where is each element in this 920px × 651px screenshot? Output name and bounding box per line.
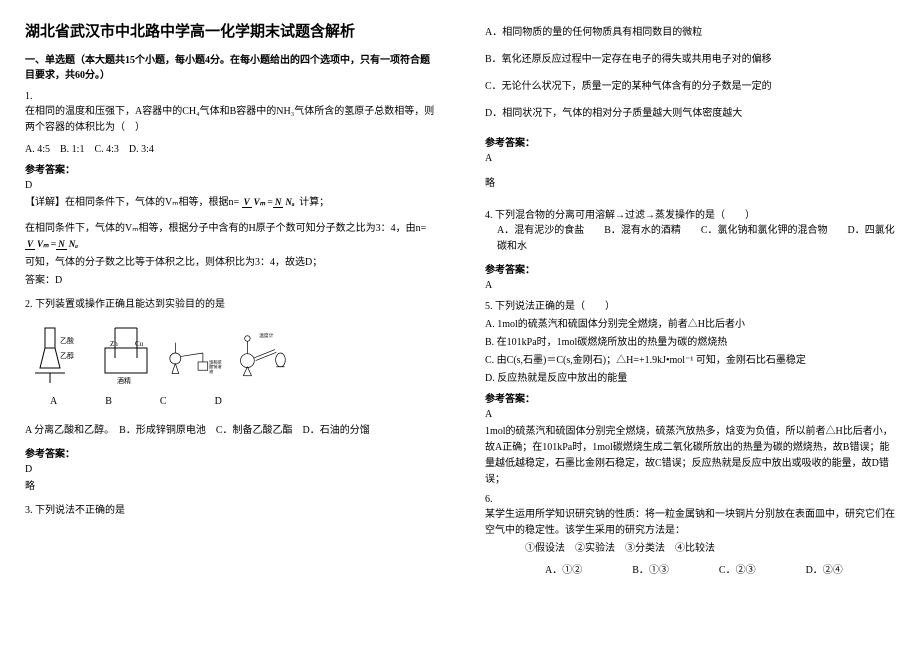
q1-explain3: 答案：D (25, 273, 435, 289)
q6-a: A．①② (545, 561, 582, 576)
label-c: C (160, 396, 167, 407)
q3-opt-a: A．相同物质的量的任何物质具有相同数目的微粒 (485, 23, 895, 38)
svg-text:Zn: Zn (110, 340, 118, 348)
q1-explain2b: 可知，气体的分子数之比等于体积之比，则体积比为3：4，故选D； (25, 255, 435, 271)
svg-text:酒精: 酒精 (117, 376, 131, 385)
q6-text: 某学生运用所学知识研究钠的性质：将一粒金属钠和一块铜片分别放在表面皿中，研究它们… (485, 507, 895, 539)
q4-answer-label: 参考答案： (485, 261, 895, 276)
left-column: 湖北省武汉市中北路中学高一化学期末试题含解析 一、单选题（本大题共15个小题，每… (0, 0, 460, 651)
q1-explain1b: 计算； (299, 197, 329, 208)
svg-text:Cu: Cu (135, 340, 144, 348)
q5-opt-a: A. 1mol的硫蒸汽和硫固体分别完全燃烧，前者△H比后者小 (485, 315, 895, 330)
apparatus-d-icon: 温度计 (235, 318, 297, 388)
q2-answer: D (25, 464, 435, 475)
fraction-icon: NNₐ (273, 198, 297, 207)
q2-answer-label: 参考答案： (25, 445, 435, 460)
q3-opt-c: C．无论什么状况下，质量一定的某种气体含有的分子数是一定的 (485, 77, 895, 92)
q3-opt-d: D．相同状况下，气体的相对分子质量越大则气体密度越大 (485, 104, 895, 119)
q1-explain1a: 【详解】在相同条件下，气体的Vₘ相等，根据n= (25, 197, 239, 208)
q6-num: 6. (485, 494, 895, 505)
q5-answer: A (485, 409, 895, 420)
section-header: 一、单选题（本大题共15个小题，每小题4分。在每小题给出的四个选项中，只有一项符… (25, 53, 435, 83)
q4-answer: A (485, 280, 895, 291)
q1-explain1: 【详解】在相同条件下，气体的Vₘ相等，根据n= VVₘ=NNₐ 计算； (25, 195, 435, 211)
q5-opt-b: B. 在101kPa时，1mol碳燃烧所放出的热量为碳的燃烧热 (485, 333, 895, 348)
q5-explain: 1mol的硫蒸汽和硫固体分别完全燃烧，硫蒸汽放热多，焓变为负值，所以前者△H比后… (485, 424, 895, 488)
q1-num: 1. (25, 91, 435, 102)
q1-explain2: 在相同条件下，气体的Vₘ相等，根据分子中含有的H原子个数可知分子数之比为3：4，… (25, 221, 435, 253)
svg-text:乙醇: 乙醇 (60, 351, 74, 360)
q1-explain2a: 在相同条件下，气体的Vₘ相等，根据分子中含有的H原子个数可知分子数之比为3：4，… (25, 223, 426, 234)
q6-opts: ①假设法 ②实验法 ③分类法 ④比较法 (525, 541, 895, 557)
q5-opt-c: C. 由C(s,石墨)＝C(s,金刚石)；△H=+1.9kJ•mol⁻¹ 可知，… (485, 351, 895, 366)
fraction-icon: VVₘ (242, 198, 268, 207)
label-d: D (215, 396, 222, 407)
q4-options: A．混有泥沙的食盐 B．混有水的酒精 C．氯化钠和氯化钾的混合物 D．四氯化碳和… (497, 223, 895, 255)
q1-options: A. 4:5 B. 1:1 C. 4:3 D. 3:4 (25, 140, 435, 155)
apparatus-b-icon: Zn Cu 酒精 (95, 318, 157, 388)
svg-text:饱和碳: 饱和碳 (209, 358, 221, 364)
q1-answer-label: 参考答案： (25, 161, 435, 176)
q3-text: 3. 下列说法不正确的是 (25, 501, 435, 516)
svg-text:乙酸: 乙酸 (60, 336, 74, 345)
fraction-icon: NNₐ (56, 240, 80, 249)
label-a: A (50, 396, 57, 407)
q6-b: B．①③ (632, 561, 669, 576)
q5-opt-d: D. 反应热就是反应中放出的能量 (485, 369, 895, 384)
q6-choice-row: A．①② B．①③ C．②③ D．②④ (545, 561, 895, 576)
q4-text: 4. 下列混合物的分离可用溶解→过滤→蒸发操作的是（ ） (485, 206, 895, 221)
q2-text: 2. 下列装置或操作正确且能达到实验目的的是 (25, 295, 435, 310)
q5-answer-label: 参考答案： (485, 390, 895, 405)
q1-answer: D (25, 180, 435, 191)
q3-opt-b: B．氧化还原反应过程中一定存在电子的得失或共用电子对的偏移 (485, 50, 895, 65)
label-b: B (105, 396, 112, 407)
q1-text: 在相同的温度和压强下，A容器中的CH₄气体和B容器中的NH₃气体所含的氢原子总数… (25, 104, 435, 136)
apparatus-a-icon: 乙酸 乙醇 (25, 318, 87, 388)
q2-note: 略 (25, 479, 435, 495)
q2-options: A 分离乙酸和乙醇。 B．形成锌铜原电池 C．制备乙酸乙酯 D．石油的分馏 (25, 423, 435, 439)
apparatus-c-icon: 饱和碳 酸钠溶 液 (165, 318, 227, 388)
fraction-icon: VVₘ (25, 240, 51, 249)
right-column: A．相同物质的量的任何物质具有相同数目的微粒 B．氧化还原反应过程中一定存在电子… (460, 0, 920, 651)
q6-c: C．②③ (719, 561, 756, 576)
svg-text:酸钠溶: 酸钠溶 (209, 363, 221, 369)
diagram-row: 乙酸 乙醇 Zn Cu 酒精 (25, 318, 435, 388)
q3-note: 略 (485, 176, 895, 192)
svg-text:温度计: 温度计 (259, 332, 274, 339)
q3-answer-label: 参考答案： (485, 134, 895, 149)
svg-text:液: 液 (209, 368, 213, 374)
diagram-labels: A B C D (50, 396, 435, 407)
q5-text: 5. 下列说法正确的是（ ） (485, 297, 895, 312)
doc-title: 湖北省武汉市中北路中学高一化学期末试题含解析 (25, 20, 435, 41)
q6-d: D．②④ (806, 561, 843, 576)
q3-answer: A (485, 153, 895, 164)
